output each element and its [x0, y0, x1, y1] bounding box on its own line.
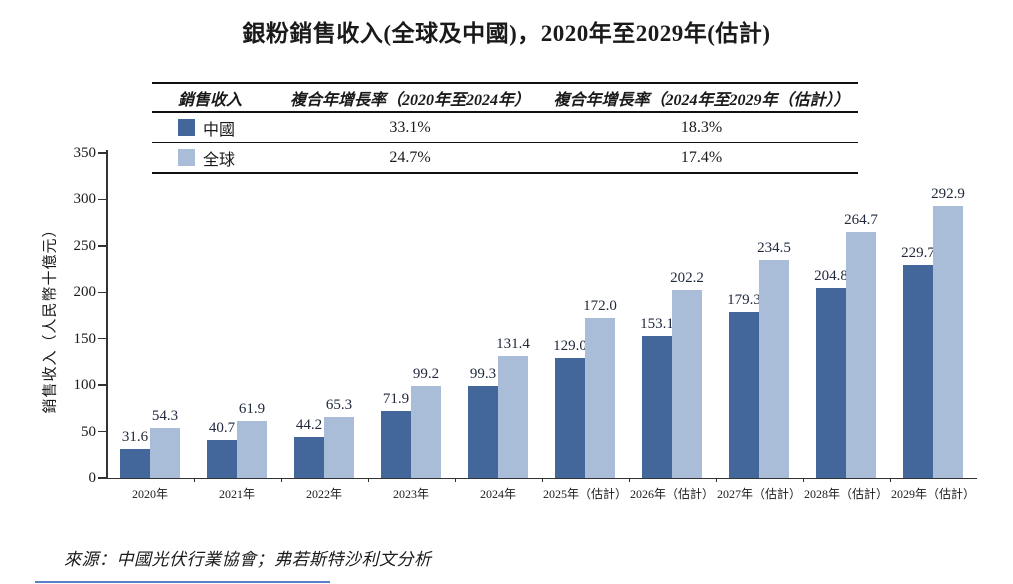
legend-label-global: 全球 — [203, 151, 236, 169]
x-axis-tick-label: 2020年 — [131, 487, 168, 501]
bar-value-label: 202.2 — [670, 270, 704, 287]
china-cagr-2020-2024-value: 33.1% — [389, 118, 431, 136]
y-axis-tick — [98, 337, 106, 340]
bar-value-label: 31.6 — [121, 428, 149, 445]
x-axis-tick-label: 2029年（估計） — [890, 487, 975, 501]
bar-value-label: 204.8 — [814, 267, 848, 284]
bar-全球 — [411, 385, 441, 478]
bar-中國 — [294, 436, 324, 478]
legend-label-china: 中國 — [203, 121, 236, 139]
bar-全球 — [846, 232, 876, 478]
y-axis-tick-label: 150 — [73, 330, 97, 347]
x-axis-tick — [629, 478, 630, 482]
y-axis-tick — [98, 245, 106, 247]
bar-全球 — [672, 290, 702, 478]
bar-value-label: 229.7 — [901, 244, 935, 261]
bar-value-label: 99.3 — [469, 365, 497, 382]
bar-全球 — [498, 355, 528, 478]
x-axis-tick-label: 2027年（估計） — [716, 487, 801, 501]
x-axis-tick-label: 2024年 — [479, 487, 516, 501]
y-axis-line — [106, 150, 108, 479]
bar-中國 — [642, 335, 672, 478]
y-axis-tick-label: 250 — [73, 237, 97, 254]
global-cagr-2024-2029-value: 17.4% — [680, 148, 723, 166]
bar-value-label: 153.1 — [640, 315, 674, 332]
y-axis-tick — [98, 384, 106, 386]
legend-row-global: 全球 24.7% 17.4% — [152, 143, 858, 172]
china-cagr-2024-2029-value: 18.3% — [680, 118, 723, 136]
bar-全球 — [933, 206, 963, 478]
bar-中國 — [903, 264, 933, 478]
legend-col-sales-revenue: 銷售收入 — [178, 91, 243, 109]
bar-value-label: 129.0 — [553, 338, 587, 355]
bar-中國 — [207, 440, 237, 478]
x-axis-tick-label: 2023年 — [392, 487, 429, 501]
bar-value-label: 234.5 — [757, 240, 791, 257]
bar-value-label: 131.4 — [496, 335, 530, 352]
y-axis-tick — [98, 198, 106, 201]
x-axis-tick-label: 2022年 — [305, 487, 342, 501]
y-axis-tick-label: 200 — [73, 284, 97, 301]
global-series-swatch — [178, 149, 195, 166]
y-axis-title: 銷售收入（人民幣十億元） — [36, 192, 62, 442]
bar-中國 — [555, 358, 585, 478]
legend-table-header-row: 銷售收入 複合年增長率（2020年至2024年） 複合年增長率（2024年至20… — [152, 84, 858, 113]
bar-value-label: 40.7 — [208, 420, 236, 437]
y-axis-tick-label: 50 — [81, 423, 96, 440]
bar-中國 — [468, 385, 498, 478]
legend-row-china: 中國 33.1% 18.3% — [152, 113, 858, 143]
x-axis-tick — [455, 478, 456, 482]
legend-col-cagr-2024-2029: 複合年增長率（2024年至2029年（估計）） — [553, 91, 850, 109]
y-axis-tick — [98, 477, 106, 479]
bar-value-label: 172.0 — [583, 298, 617, 315]
y-axis-tick — [98, 152, 106, 154]
x-axis-tick — [542, 478, 543, 482]
bar-全球 — [585, 318, 615, 478]
legend-row-china-label: 中國 — [152, 116, 275, 140]
bar-value-label: 179.3 — [727, 291, 761, 308]
bar-value-label: 44.2 — [295, 416, 323, 433]
x-axis-tick — [716, 478, 717, 482]
source-note: 來源：中國光伏行業協會；弗若斯特沙利文分析 — [64, 550, 432, 569]
bar-中國 — [381, 411, 411, 478]
bar-全球 — [237, 420, 267, 478]
bar-全球 — [324, 417, 354, 478]
legend-table: 銷售收入 複合年增長率（2020年至2024年） 複合年增長率（2024年至20… — [152, 82, 858, 174]
x-axis-tick — [368, 478, 369, 482]
bar-全球 — [150, 427, 180, 478]
y-axis-tick-label: 100 — [73, 377, 97, 394]
x-axis-tick — [194, 478, 195, 482]
x-axis-tick — [281, 478, 282, 482]
bar-中國 — [816, 287, 846, 478]
y-axis-tick — [98, 291, 106, 294]
x-axis-tick-label: 2025年（估計） — [542, 487, 627, 501]
bar-value-label: 71.9 — [382, 391, 410, 408]
chart-title: 銀粉銷售收入(全球及中國)，2020年至2029年(估計) — [242, 21, 771, 46]
x-axis-tick-label: 2021年 — [218, 487, 255, 501]
bar-全球 — [759, 260, 789, 478]
y-axis-tick — [98, 430, 106, 433]
x-axis-tick — [803, 478, 804, 482]
x-axis-tick-label: 2028年（估計） — [803, 487, 888, 501]
bar-value-label: 61.9 — [238, 400, 266, 417]
x-axis-tick — [890, 478, 891, 482]
bar-中國 — [120, 448, 150, 478]
x-axis-line — [106, 477, 977, 479]
global-cagr-2020-2024-value: 24.7% — [389, 148, 431, 166]
bar-value-label: 99.2 — [412, 365, 440, 382]
legend-col-cagr-2020-2024: 複合年增長率（2020年至2024年） — [289, 91, 530, 109]
bar-value-label: 264.7 — [844, 212, 878, 229]
y-axis-tick-label: 350 — [73, 145, 97, 161]
legend-row-global-label: 全球 — [152, 146, 275, 170]
y-axis-tick-label: 300 — [73, 191, 97, 208]
y-axis-tick-label: 0 — [88, 470, 97, 486]
bar-value-label: 292.9 — [931, 186, 965, 203]
bar-value-label: 65.3 — [325, 397, 353, 414]
x-axis-tick-label: 2026年（估計） — [629, 487, 714, 501]
bar-中國 — [729, 311, 759, 478]
bar-value-label: 54.3 — [151, 407, 179, 424]
china-series-swatch — [178, 119, 195, 136]
bottom-blue-rule — [35, 581, 330, 583]
